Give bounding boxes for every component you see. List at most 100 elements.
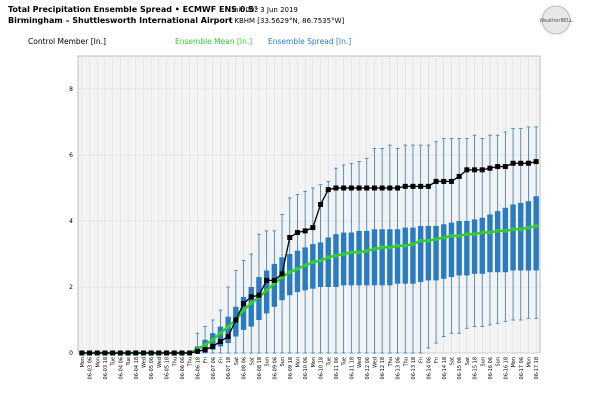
control-point [79, 350, 85, 356]
control-point [256, 292, 262, 298]
init-time: Init 00z 3 Jun 2019 [232, 6, 298, 14]
control-point [356, 185, 362, 191]
control-point [140, 350, 146, 356]
x-tick-label: Wed [372, 357, 378, 368]
control-point [194, 348, 200, 354]
control-point [202, 347, 208, 353]
chart-subtitle: Birmingham – Shuttlesworth International… [8, 16, 233, 25]
box [379, 229, 385, 286]
control-point [217, 338, 223, 344]
x-tick-label: 06-15 06 [457, 357, 463, 379]
x-tick-label: Mon [80, 357, 86, 368]
x-tick-label: Tue [342, 357, 348, 367]
control-point [279, 271, 285, 277]
mean-point [495, 228, 500, 233]
station: • KBHM [33.5629°N, 86.7535°W] [228, 17, 345, 25]
mean-point [387, 245, 392, 250]
box [471, 219, 478, 274]
x-tick-label: Tue [111, 357, 117, 367]
control-point [487, 165, 493, 171]
x-tick-label: Fri [203, 357, 209, 363]
x-tick-label: 06-08 18 [257, 357, 263, 379]
x-tick-label: Mon [511, 357, 517, 368]
x-tick-label: Wed [157, 357, 163, 368]
control-point [364, 185, 370, 191]
mean-point [449, 233, 454, 238]
mean-point [526, 225, 531, 230]
x-tick-label: Sat [465, 357, 471, 365]
mean-point [464, 232, 469, 237]
box [417, 225, 424, 283]
mean-point [487, 230, 492, 235]
x-tick-label: Wed [357, 357, 363, 368]
x-tick-label: Fri [419, 357, 425, 363]
x-tick-label: Mon [311, 357, 317, 368]
mean-point [418, 238, 423, 243]
control-point [156, 350, 162, 356]
control-point [341, 185, 347, 191]
control-point [410, 183, 416, 189]
box [479, 217, 485, 274]
mean-point [241, 308, 246, 313]
control-point [318, 202, 324, 207]
control-point [179, 350, 185, 356]
x-tick-label: Thu [388, 357, 394, 367]
box [448, 222, 455, 278]
y-tick-label: 4 [69, 218, 73, 225]
mean-point [534, 223, 539, 228]
x-tick-label: 06-06 06 [180, 357, 186, 379]
box [510, 204, 516, 271]
x-tick-label: 06-11 18 [349, 357, 355, 379]
box [518, 202, 524, 271]
x-tick-label: 06-05 06 [149, 357, 155, 379]
box [364, 230, 370, 286]
x-tick-label: Fri [218, 357, 224, 363]
x-tick-label: 06-07 06 [211, 357, 217, 379]
control-point [117, 350, 123, 356]
control-point [348, 185, 354, 191]
control-point [94, 350, 100, 356]
x-tick-label: 06-10 06 [303, 357, 309, 379]
mean-point [264, 288, 269, 293]
y-tick-label: 8 [69, 86, 73, 93]
x-tick-label: 06-03 18 [103, 357, 109, 379]
box [502, 207, 509, 273]
box [240, 296, 247, 330]
x-tick-label: Sun [480, 357, 486, 367]
control-point [387, 185, 393, 191]
box [394, 229, 401, 284]
control-point [271, 277, 277, 283]
control-point [464, 167, 470, 173]
control-point [395, 185, 401, 191]
x-tick-label: 06-09 06 [272, 357, 278, 379]
control-point [525, 160, 531, 166]
x-tick-label: 06-05 18 [165, 357, 171, 379]
box [402, 227, 408, 284]
x-tick-label: Thu [403, 357, 409, 367]
control-point [294, 230, 300, 236]
control-point [210, 343, 216, 349]
box [494, 211, 501, 273]
x-tick-label: Sat [234, 357, 240, 365]
control-point [310, 225, 316, 231]
control-point [495, 164, 501, 170]
box [340, 232, 347, 286]
control-point [164, 350, 170, 356]
mean-point [441, 235, 446, 240]
x-tick-label: 06-03 06 [88, 357, 94, 379]
mean-point [511, 227, 516, 232]
mean-point [226, 324, 231, 329]
x-tick-label: 06-12 18 [380, 357, 386, 379]
x-tick-label: 06-06 18 [195, 357, 201, 379]
control-point [287, 235, 293, 240]
mean-point [318, 258, 323, 263]
x-tick-label: Wed [141, 357, 147, 368]
control-point [472, 167, 478, 173]
box [317, 242, 324, 287]
mean-point [357, 250, 362, 255]
x-tick-label: 06-08 06 [242, 357, 248, 379]
x-tick-label: Thu [188, 357, 194, 367]
box [371, 229, 378, 286]
mean-point [372, 247, 377, 252]
x-tick-label: Fri [434, 357, 440, 363]
